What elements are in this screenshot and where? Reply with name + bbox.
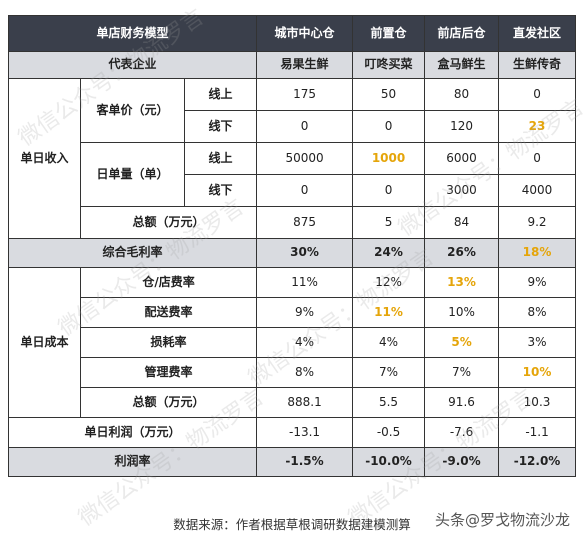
table-cell: 888.1 (256, 387, 354, 418)
table-cell: 11% (256, 267, 354, 298)
table-cell: 5.5 (352, 387, 426, 418)
table-row: 单日成本 仓/店费率 11% 12% 13% 9% (8, 267, 577, 418)
table-cell: 6000 (424, 142, 500, 175)
table-cell: 50000 (256, 142, 354, 175)
table-cell: 5 (352, 206, 426, 239)
table-cell: 24% (352, 238, 426, 268)
price-label: 客单价（元） (80, 78, 185, 143)
table-cell: 9% (498, 267, 577, 298)
offline-label: 线下 (183, 110, 258, 143)
loss-rate-label: 损耗率 (79, 327, 258, 358)
income-label: 单日收入 (8, 78, 81, 239)
orders-label: 日单量（单） (80, 142, 185, 207)
company-cell: 叮咚买菜 (352, 51, 426, 79)
financial-model-table: 单店财务模型 城市中心仓 前置仓 前店后仓 直发社区 代表企业 易果生鲜 叮咚买… (7, 15, 577, 477)
table-row: 损耗率 4% 4% 5% 3% (9, 327, 577, 358)
table-cell: 3% (498, 327, 577, 358)
margin-label: 综合毛利率 (7, 238, 258, 268)
table-cell: 4000 (498, 174, 577, 207)
header-front-store: 前店后仓 (424, 15, 500, 52)
online-label: 线上 (183, 142, 258, 175)
table-cell: -1.1 (498, 417, 577, 448)
highlight-cell: 1000 (352, 142, 426, 175)
table-cell: 0 (498, 78, 577, 111)
table-cell: 91.6 (424, 387, 500, 418)
highlight-cell: 11% (352, 297, 426, 328)
table-cell: 3000 (424, 174, 500, 207)
table-cell: -7.6 (424, 417, 500, 448)
table-cell: -9.0% (424, 447, 500, 477)
table-cell: 10% (424, 297, 500, 328)
table-cell: -13.1 (256, 417, 354, 448)
header-row: 单店财务模型 城市中心仓 前置仓 前店后仓 直发社区 (7, 15, 577, 52)
table-cell: 9.2 (498, 206, 577, 239)
table-cell: 84 (424, 206, 500, 239)
mgmt-rate-label: 管理费率 (79, 357, 258, 388)
table-cell: 30% (256, 238, 354, 268)
table-cell: 4% (256, 327, 354, 358)
table-cell: 875 (256, 206, 354, 239)
offline-label: 线下 (183, 174, 258, 207)
table-cell: 175 (256, 78, 354, 111)
table-cell: 120 (424, 110, 500, 143)
table-cell: 8% (498, 297, 577, 328)
company-cell: 盒马鲜生 (424, 51, 500, 79)
table-cell: 50 (352, 78, 426, 111)
table-cell: 9% (256, 297, 354, 328)
table-row: 总额（万元） 875 5 84 9.2 (9, 206, 577, 239)
highlight-cell: 13% (424, 267, 500, 298)
table-cell: 10.3 (498, 387, 577, 418)
company-cell: 生鲜传奇 (498, 51, 577, 79)
table-cell: 0 (352, 174, 426, 207)
cost-label: 单日成本 (8, 267, 81, 418)
table-cell: -1.5% (256, 447, 354, 477)
income-total-label: 总额（万元） (79, 206, 258, 239)
table-cell: -10.0% (352, 447, 426, 477)
margin-row: 综合毛利率 30% 24% 26% 18% (7, 238, 577, 268)
header-direct-community: 直发社区 (498, 15, 577, 52)
profit-rate-row: 利润率 -1.5% -10.0% -9.0% -12.0% (7, 447, 577, 477)
table-row: 日单量（单） 线上 50000 1000 6000 0 (9, 142, 577, 207)
highlight-cell: 18% (498, 238, 577, 268)
table-cell: 12% (352, 267, 426, 298)
source-note: 数据来源：作者根据草根调研数据建模测算 (173, 517, 411, 532)
table-row: 线下 0 0 120 23 (9, 110, 577, 143)
table-container: 单店财务模型 城市中心仓 前置仓 前店后仓 直发社区 代表企业 易果生鲜 叮咚买… (7, 15, 577, 477)
header-model: 单店财务模型 (7, 15, 258, 52)
table-row: 管理费率 8% 7% 7% 10% (9, 357, 577, 388)
highlight-cell: 5% (424, 327, 500, 358)
table-row: 总额（万元） 888.1 5.5 91.6 10.3 (9, 387, 577, 418)
table-cell: 26% (424, 238, 500, 268)
table-cell: -12.0% (498, 447, 577, 477)
highlight-cell: 23 (498, 110, 577, 143)
table-cell: -0.5 (352, 417, 426, 448)
header-front-warehouse: 前置仓 (352, 15, 426, 52)
online-label: 线上 (183, 78, 258, 111)
highlight-cell: 10% (498, 357, 577, 388)
table-cell: 0 (352, 110, 426, 143)
table-cell: 8% (256, 357, 354, 388)
table-cell: 0 (498, 142, 577, 175)
warehouse-rate-label: 仓/店费率 (79, 267, 258, 298)
company-row: 代表企业 易果生鲜 叮咚买菜 盒马鲜生 生鲜传奇 (7, 51, 577, 79)
table-cell: 4% (352, 327, 426, 358)
table-cell: 7% (352, 357, 426, 388)
profit-label: 单日利润（万元） (7, 417, 258, 448)
profit-rate-label: 利润率 (7, 447, 258, 477)
table-row: 单日收入 客单价（元） 线上 175 50 80 0 (8, 78, 577, 239)
profit-row: 单日利润（万元） -13.1 -0.5 -7.6 -1.1 (7, 417, 577, 448)
table-cell: 80 (424, 78, 500, 111)
cost-total-label: 总额（万元） (79, 387, 258, 418)
company-cell: 易果生鲜 (256, 51, 354, 79)
table-cell: 0 (256, 174, 354, 207)
logo-watermark: 头条@罗戈物流沙龙 (432, 509, 574, 530)
table-cell: 7% (424, 357, 500, 388)
table-cell: 0 (256, 110, 354, 143)
table-row: 配送费率 9% 11% 10% 8% (9, 297, 577, 328)
company-label: 代表企业 (7, 51, 258, 79)
header-city-center: 城市中心仓 (256, 15, 354, 52)
delivery-rate-label: 配送费率 (79, 297, 258, 328)
